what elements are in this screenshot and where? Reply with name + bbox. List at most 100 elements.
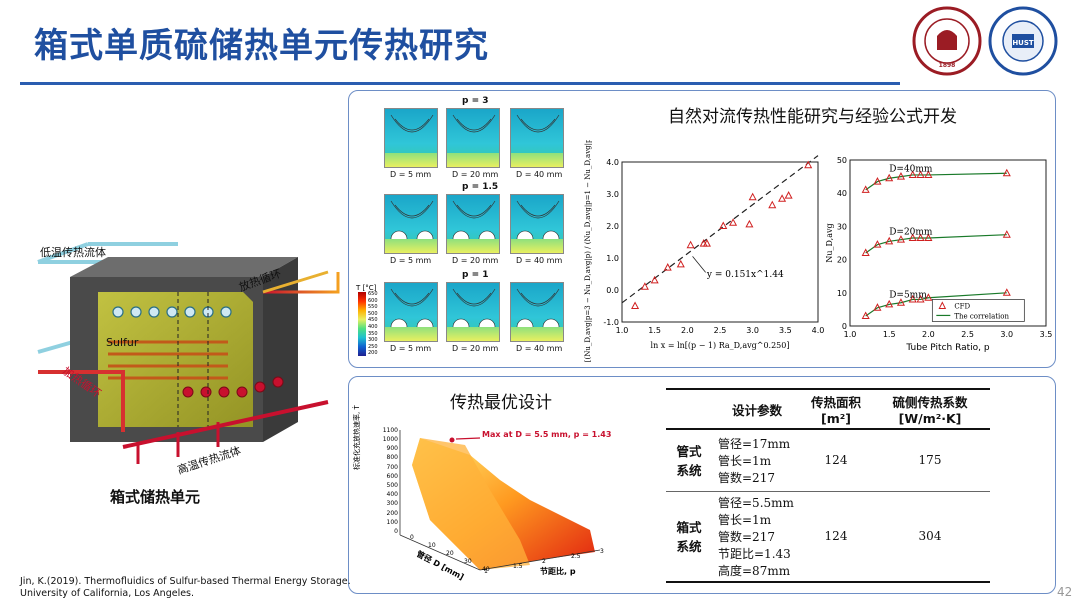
data-point (873, 240, 882, 248)
coef-value: 304 (870, 491, 990, 583)
p-tick-label: 2.5 (571, 553, 581, 560)
y-tick-label: 30 (837, 222, 847, 231)
data-point (896, 298, 905, 306)
correlation-line (865, 172, 1007, 191)
group-label: 管式系统 (666, 429, 712, 492)
data-point (745, 219, 754, 228)
x-axis-label: Tube Pitch Ratio, p (905, 343, 990, 353)
data-point (719, 221, 728, 229)
sulfur-label: Sulfur (106, 336, 139, 349)
reference: Jin, K.(2019). Thermofluidics of Sulfur-… (20, 576, 351, 600)
d-tick-label: 40 (482, 566, 490, 573)
z-tick-label: 1000 (382, 436, 398, 443)
design-comparison-table: 设计参数 传热面积 [m²] 硫侧传热系数 [W/m²·K] 管式系统 管径=1… (666, 388, 990, 583)
p-tick-label: 3 (600, 548, 604, 555)
cfd-diameter-label: D = 5 mm (390, 256, 432, 265)
natural-convection-title: 自然对流传热性能研究与经验公式开发 (668, 107, 957, 127)
y-tick-label: 2.0 (606, 222, 619, 231)
colorbar-tick: 250 (368, 343, 378, 350)
cold-fluid-label: 低温传热流体 (40, 246, 106, 259)
colorbar-tick: 600 (368, 297, 378, 304)
surface-max-label: Max at D = 5.5 mm, p = 1.43 (482, 430, 612, 439)
data-point (861, 248, 870, 256)
page-number: 42 (1057, 585, 1073, 599)
x-tick-label: 2.0 (681, 326, 694, 335)
title-underline (20, 82, 900, 85)
table-header-row: 设计参数 传热面积 [m²] 硫侧传热系数 [W/m²·K] (666, 388, 990, 430)
y-tick-label: 40 (837, 189, 847, 198)
cfd-diameter-label: D = 5 mm (390, 344, 432, 353)
x-tick-label: 1.0 (844, 330, 857, 339)
x-tick-label: 3.0 (1000, 330, 1013, 339)
temperature-colorbar (358, 292, 366, 356)
colorbar-tick: 400 (368, 324, 378, 330)
cfd-diameter-label: D = 40 mm (516, 256, 563, 265)
legend-marker (938, 301, 947, 309)
fit-line (621, 155, 819, 304)
cfd-contour-tile (446, 282, 500, 342)
nusselt-vs-pitch-plot: 1.0 1.5 2.0 2.5 3.0 3.5 0 10 20 30 40 50 D=40mm D=20m… (826, 156, 1053, 353)
d-tick-label: 20 (446, 550, 454, 557)
data-point (676, 259, 685, 268)
peking-university-logo: 1898 (912, 6, 982, 76)
z-tick-label: 100 (386, 518, 398, 526)
colorbar-tick: 550 (368, 304, 378, 311)
data-point (784, 191, 793, 199)
annotation-arrow (692, 256, 706, 273)
param-item: 管径=5.5mm (718, 495, 794, 510)
reference-line2: University of California, Los Angeles. (20, 588, 195, 599)
param-item: 管径=17mm (718, 436, 791, 451)
p-tick-label: 1 (484, 568, 488, 575)
x-tick-label: 1.5 (648, 326, 661, 335)
cfd-diameter-label: D = 40 mm (516, 170, 563, 179)
optimal-surface-plot (399, 430, 601, 571)
box-storage-unit-diagram (37, 242, 340, 464)
data-point (640, 282, 649, 290)
z-tick-label: 700 (386, 463, 398, 471)
param-list: 管径=17mm 管长=1m 管数=217 (712, 429, 802, 492)
y-axis-label: ln y = ln[(Nu_D,avg|p=3 − Nu_D,avg|p) / … (584, 140, 592, 362)
x-tick-label: 3.5 (1040, 330, 1053, 339)
series-label: D=5mm (889, 290, 927, 300)
x-tick-label: 1.0 (616, 326, 629, 335)
surface-z-label: 标准化充放热速率, Ṫ (353, 405, 361, 470)
area-value: 124 (802, 491, 870, 583)
y-tick-label: 50 (837, 156, 847, 165)
plot-frame (849, 159, 1047, 327)
cfd-contour-tile (446, 194, 500, 254)
cfd-contour-tile (510, 108, 564, 168)
z-tick-label: 900 (386, 445, 398, 453)
data-point (916, 170, 925, 178)
hust-logo: HUST (988, 6, 1058, 76)
colorbar-tick: 450 (368, 317, 378, 324)
y-tick-label: -1.0 (603, 318, 619, 327)
data-point (924, 293, 933, 301)
data-point (804, 160, 813, 169)
series-label: D=20mm (889, 227, 933, 237)
area-value: 124 (802, 429, 870, 492)
p-tick-label: 2 (542, 558, 546, 565)
x-tick-label: 2.5 (961, 330, 974, 339)
plot-frame (621, 161, 819, 323)
param-item: 管长=1m (718, 453, 772, 468)
d-tick-label: 30 (464, 558, 472, 565)
cfd-contour-tile (384, 108, 438, 168)
data-point (686, 240, 695, 249)
z-tick-label: 800 (386, 454, 398, 462)
y-tick-label: 3.0 (606, 190, 619, 199)
data-point (748, 192, 757, 201)
fit-annotation: y = 0.151x^1.44 (706, 270, 784, 280)
x-tick-label: 3.0 (746, 326, 759, 335)
data-point (778, 194, 787, 202)
data-point (631, 301, 640, 309)
cfd-diameter-label: D = 20 mm (452, 170, 499, 179)
data-point (873, 177, 882, 185)
surface-p-label: 节距比, p (540, 567, 576, 576)
data-point (663, 263, 672, 271)
y-tick-label: 0.0 (606, 286, 619, 295)
data-point (1002, 168, 1011, 177)
d-tick-label: 0 (410, 534, 414, 541)
z-tick-label: 200 (386, 509, 398, 517)
data-point (861, 311, 870, 320)
x-tick-label: 3.5 (779, 326, 792, 335)
